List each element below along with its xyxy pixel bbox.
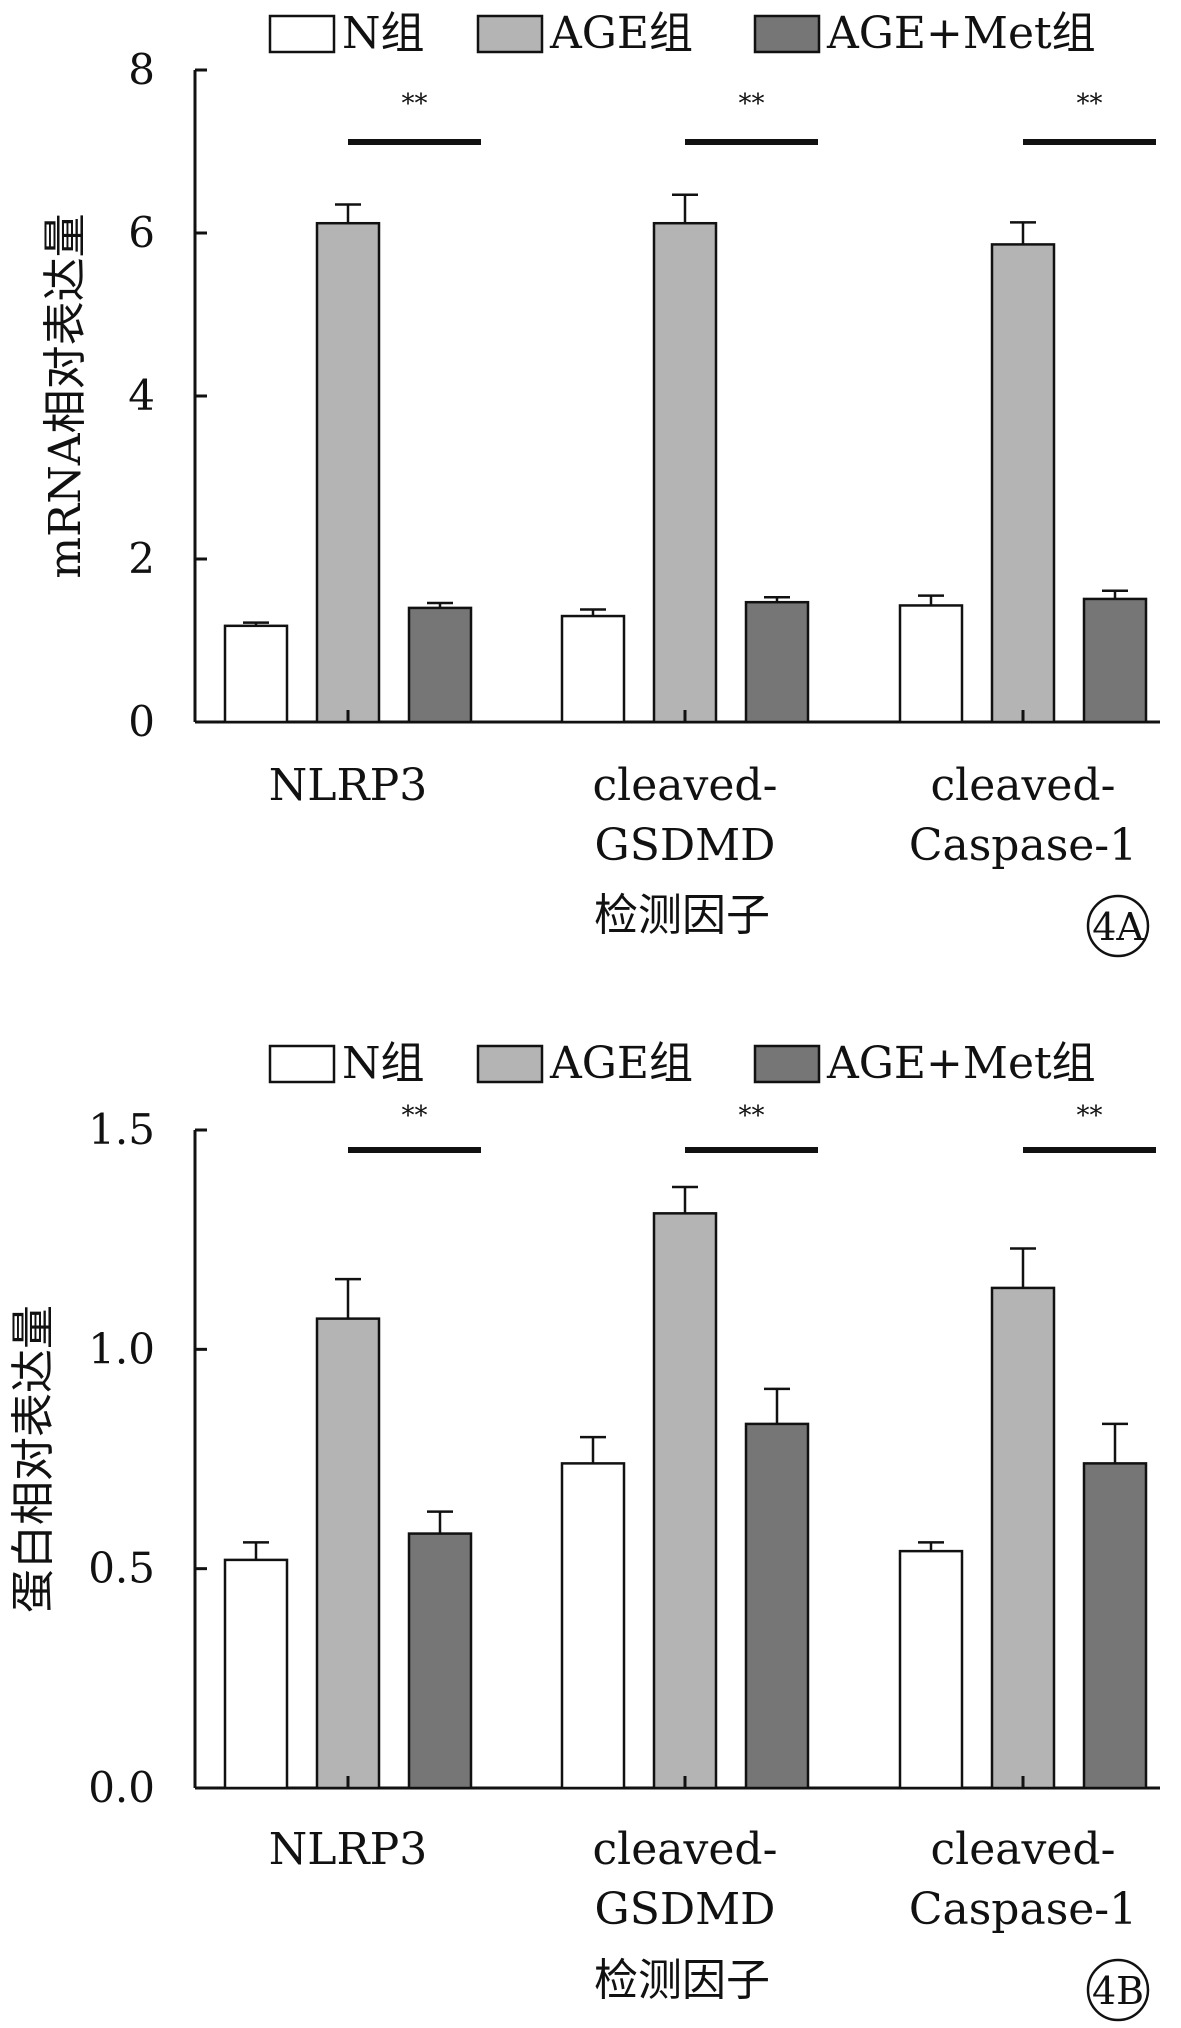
significance-label: ** [402, 1101, 428, 1131]
bar [744, 600, 810, 724]
panel-badge-circle [1086, 1958, 1150, 2022]
panel-badge-circle [1086, 894, 1150, 958]
significance-label: ** [402, 89, 428, 119]
bar [407, 1532, 473, 1790]
legend-label: AGE组 [549, 8, 693, 59]
significance-label: ** [739, 1101, 765, 1131]
legend: N组 AGE组 AGE+Met组 [268, 1038, 1096, 1089]
bar [315, 221, 381, 724]
legend-label: N组 [342, 8, 425, 59]
bar [560, 614, 626, 724]
y-tick-label: 0 [128, 697, 155, 746]
bar [560, 1462, 626, 1790]
panel-label: 4A [1092, 905, 1144, 949]
bar [223, 1558, 289, 1790]
y-tick-label: 0.0 [88, 1763, 155, 1812]
y-tick-label: 6 [128, 208, 155, 257]
bar [898, 1549, 964, 1790]
significance-label: ** [1077, 1101, 1103, 1131]
x-tick-label: Caspase-1 [909, 1884, 1137, 1935]
bar [1082, 597, 1148, 724]
chart-panel-4A: N组 AGE组 AGE+Met组 0 2 4 6 8 mRNA相对表达量 ** NLRP3 ** cle… [40, 8, 1160, 958]
bar [744, 1422, 810, 1790]
x-tick-label: cleaved- [931, 760, 1116, 811]
legend: N组 AGE组 AGE+Met组 [268, 8, 1096, 59]
x-tick-label: cleaved- [931, 1824, 1116, 1875]
legend-swatch [753, 1044, 821, 1084]
y-tick-label: 1.5 [88, 1105, 155, 1154]
bar [1082, 1462, 1148, 1790]
x-tick-label: NLRP3 [269, 1824, 427, 1875]
y-axis-title: mRNA相对表达量 [40, 213, 91, 578]
y-tick-label: 1.0 [88, 1324, 155, 1373]
bar [315, 1317, 381, 1790]
bar [223, 624, 289, 724]
y-tick-label: 8 [128, 45, 155, 94]
x-tick-label: Caspase-1 [909, 820, 1137, 871]
x-tick-label: cleaved- [593, 1824, 778, 1875]
significance-label: ** [1077, 89, 1103, 119]
panel-label: 4B [1092, 1969, 1144, 2013]
legend-label: AGE+Met组 [826, 8, 1096, 59]
legend-label: N组 [342, 1038, 425, 1089]
bar [990, 1286, 1056, 1790]
legend-label: AGE组 [549, 1038, 693, 1089]
x-axis-title: 检测因子 [594, 890, 770, 941]
legend-swatch [268, 1044, 336, 1084]
y-tick-label: 4 [128, 371, 155, 420]
y-tick-label: 2 [128, 534, 155, 583]
bar [652, 221, 718, 724]
y-axis-title: 蛋白相对表达量 [8, 1305, 59, 1613]
legend-label: AGE+Met组 [826, 1038, 1096, 1089]
bar [898, 604, 964, 724]
y-tick-label: 0.5 [88, 1544, 155, 1593]
legend-swatch [268, 14, 336, 54]
x-tick-label: NLRP3 [269, 760, 427, 811]
x-tick-label: GSDMD [595, 820, 776, 871]
x-tick-label: GSDMD [595, 1884, 776, 1935]
significance-label: ** [739, 89, 765, 119]
bar [652, 1212, 718, 1790]
x-tick-label: cleaved- [593, 760, 778, 811]
legend-swatch [476, 14, 544, 54]
legend-swatch [753, 14, 821, 54]
bar [990, 243, 1056, 724]
legend-swatch [476, 1044, 544, 1084]
x-axis-title: 检测因子 [594, 1955, 770, 2006]
chart-panel-4B: N组 AGE组 AGE+Met组 0.0 0.5 1.0 1.5 蛋白相对表达量 ** NLRP3… [8, 1038, 1160, 2022]
bar [407, 606, 473, 724]
